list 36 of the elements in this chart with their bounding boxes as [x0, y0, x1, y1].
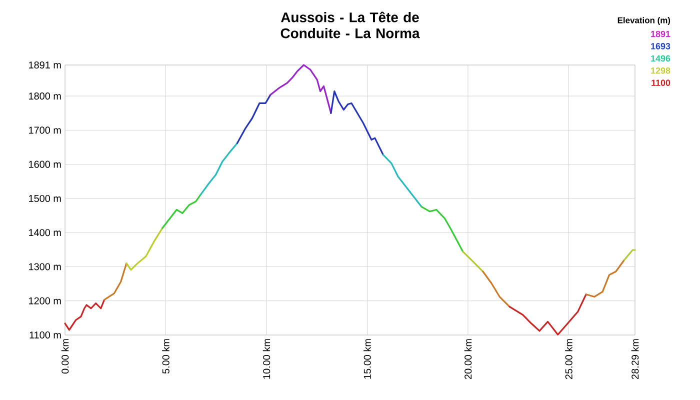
line-series	[200, 142, 238, 196]
x-tick-label: 15.00 km	[364, 339, 371, 379]
x-tick-label: 25.00 km	[565, 339, 572, 379]
line-series	[508, 294, 587, 336]
x-tick-label: 10.00 km	[262, 339, 270, 379]
y-tick-label: 1700 m	[29, 126, 61, 134]
line-series	[64, 299, 106, 331]
line-series	[126, 227, 164, 271]
x-tick-label: 28.29 km	[631, 339, 639, 379]
text: 1298	[651, 67, 670, 74]
x-tick-label: 20.00 km	[464, 339, 472, 379]
x-tick-label: 5.00 km	[162, 339, 170, 374]
y-tick-label: 1200 m	[29, 297, 61, 304]
y-tick-label: 1400 m	[29, 229, 61, 236]
y-tick-label: 1100 m	[30, 331, 61, 339]
line-series	[585, 259, 626, 298]
line-series	[270, 64, 332, 114]
line-series	[330, 90, 384, 156]
legend-title: Elevation (m)	[618, 17, 670, 25]
text: 1693	[651, 43, 670, 50]
y-tick-label: 1600 m	[29, 160, 61, 168]
line-series	[482, 270, 510, 308]
line-series	[420, 206, 464, 253]
text: 1100	[652, 80, 670, 86]
y-tick-label: 1300 m	[29, 263, 61, 270]
chart-title: Aussois - La Tête de Conduite - La Norma	[280, 12, 420, 38]
line-series	[162, 194, 202, 229]
text: 1496	[651, 55, 670, 62]
text: 1891	[651, 30, 670, 38]
y-tick-label: 1891 m	[29, 61, 61, 69]
y-tick-label: 1500 m	[29, 194, 61, 202]
line-series	[103, 262, 128, 301]
x-tick-label: 0.00 km	[61, 339, 69, 374]
line-series	[236, 94, 272, 144]
y-tick-label: 1800 m	[29, 92, 61, 100]
line-series	[382, 154, 422, 208]
